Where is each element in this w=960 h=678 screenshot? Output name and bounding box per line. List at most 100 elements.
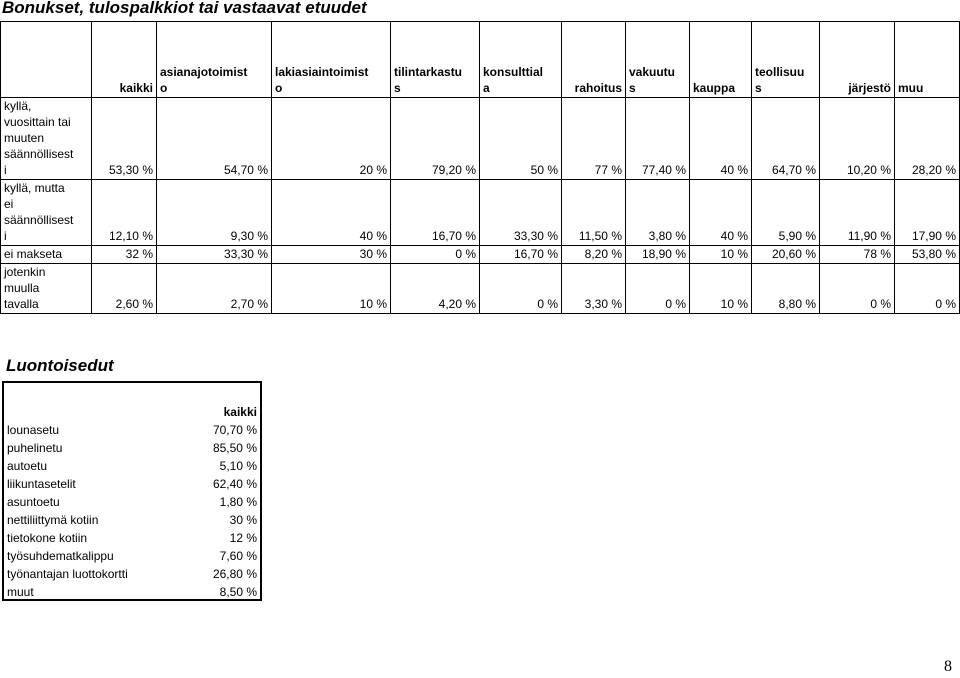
table-cell: 3,30 % — [561, 263, 626, 314]
table-cell: 8,80 % — [751, 263, 820, 314]
benefit-value: 12 % — [177, 527, 262, 545]
page-number: 8 — [944, 658, 952, 675]
benefits-table: kaikki lounasetu 70,70 % puhelinetu 85,50 % a… — [2, 381, 262, 601]
table-cell: 18,90 % — [625, 245, 690, 264]
table-cell: 0 % — [625, 263, 690, 314]
benefits-header-corner — [2, 381, 177, 419]
benefits-row: työnantajan luottokortti 26,80 % — [2, 563, 262, 581]
column-header: muu — [894, 21, 960, 98]
benefits-row: asuntoetu 1,80 % — [2, 491, 262, 509]
row-label: kyllä, mutta ei säännöllisest i — [0, 179, 92, 246]
table-cell: 33,30 % — [156, 245, 272, 264]
column-header: teollisuu s — [751, 21, 820, 98]
table-cell: 78 % — [819, 245, 895, 264]
benefits-row: tietokone kotiin 12 % — [2, 527, 262, 545]
table-cell: 33,30 % — [479, 179, 562, 246]
table-cell: 12,10 % — [91, 179, 157, 246]
table-cell: 50 % — [479, 97, 562, 180]
benefit-label: asuntoetu — [2, 491, 177, 509]
benefit-label: lounasetu — [2, 419, 177, 437]
table-cell: 40 % — [689, 97, 752, 180]
benefits-row: nettiliittymä kotiin 30 % — [2, 509, 262, 527]
benefits-row: työsuhdematkalippu 7,60 % — [2, 545, 262, 563]
table-cell: 0 % — [390, 245, 480, 264]
column-header: konsulttial a — [479, 21, 562, 98]
table-cell: 2,70 % — [156, 263, 272, 314]
table-cell: 3,80 % — [625, 179, 690, 246]
column-header: rahoitus — [561, 21, 626, 98]
column-header: tilintarkastu s — [390, 21, 480, 98]
benefit-value: 5,10 % — [177, 455, 262, 473]
row-label: jotenkin muulla tavalla — [0, 263, 92, 314]
benefit-label: puhelinetu — [2, 437, 177, 455]
benefit-value: 8,50 % — [177, 581, 262, 601]
benefit-value: 7,60 % — [177, 545, 262, 563]
benefit-label: työsuhdematkalippu — [2, 545, 177, 563]
column-header: kauppa — [689, 21, 752, 98]
page-title: Bonukset, tulospalkkiot tai vastaavat et… — [2, 0, 367, 17]
benefit-label: työnantajan luottokortti — [2, 563, 177, 581]
table-cell: 40 % — [689, 179, 752, 246]
table-cell: 2,60 % — [91, 263, 157, 314]
table-cell: 20,60 % — [751, 245, 820, 264]
table-cell: 28,20 % — [894, 97, 960, 180]
benefit-label: nettiliittymä kotiin — [2, 509, 177, 527]
table-cell: 20 % — [271, 97, 391, 180]
column-header: asianajotoimist o — [156, 21, 272, 98]
table-cell: 16,70 % — [479, 245, 562, 264]
table-cell: 5,90 % — [751, 179, 820, 246]
table-cell: 54,70 % — [156, 97, 272, 180]
benefits-row: muut 8,50 % — [2, 581, 262, 601]
benefits-header-row: kaikki — [2, 381, 262, 419]
table-row: kyllä, mutta ei säännöllisest i 12,10 % 9,… — [0, 179, 960, 246]
table-cell: 11,50 % — [561, 179, 626, 246]
table-cell: 32 % — [91, 245, 157, 264]
benefit-label: muut — [2, 581, 177, 601]
benefits-row: autoetu 5,10 % — [2, 455, 262, 473]
table-cell: 77 % — [561, 97, 626, 180]
table-cell: 17,90 % — [894, 179, 960, 246]
table-cell: 8,20 % — [561, 245, 626, 264]
table-cell: 79,20 % — [390, 97, 480, 180]
benefit-value: 1,80 % — [177, 491, 262, 509]
benefits-row: lounasetu 70,70 % — [2, 419, 262, 437]
column-header: vakuutu s — [625, 21, 690, 98]
table-cell: 0 % — [819, 263, 895, 314]
header-corner — [0, 21, 92, 98]
benefit-value: 26,80 % — [177, 563, 262, 581]
benefit-value: 62,40 % — [177, 473, 262, 491]
table-cell: 11,90 % — [819, 179, 895, 246]
table-cell: 16,70 % — [390, 179, 480, 246]
table-cell: 40 % — [271, 179, 391, 246]
row-label: ei makseta — [0, 245, 92, 264]
benefits-title: Luontoisedut — [6, 356, 114, 375]
bonus-table: kaikki asianajotoimist o lakiasiaintoimist… — [0, 21, 960, 314]
table-cell: 53,30 % — [91, 97, 157, 180]
benefits-column-header: kaikki — [177, 381, 262, 419]
column-header: järjestö — [819, 21, 895, 98]
table-row: jotenkin muulla tavalla 2,60 % 2,70 % 10 % 4… — [0, 263, 960, 314]
table-cell: 53,80 % — [894, 245, 960, 264]
table-row: kyllä, vuosittain tai muuten säännöllise… — [0, 97, 960, 180]
benefits-row: puhelinetu 85,50 % — [2, 437, 262, 455]
table-cell: 10 % — [689, 263, 752, 314]
table-cell: 30 % — [271, 245, 391, 264]
row-label: kyllä, vuosittain tai muuten säännöllise… — [0, 97, 92, 180]
benefit-value: 70,70 % — [177, 419, 262, 437]
benefit-label: autoetu — [2, 455, 177, 473]
column-header: kaikki — [91, 21, 157, 98]
benefit-label: tietokone kotiin — [2, 527, 177, 545]
table-cell: 0 % — [479, 263, 562, 314]
column-header: lakiasiaintoimist o — [271, 21, 391, 98]
table-cell: 10,20 % — [819, 97, 895, 180]
benefit-label: liikuntasetelit — [2, 473, 177, 491]
benefit-value: 30 % — [177, 509, 262, 527]
table-cell: 64,70 % — [751, 97, 820, 180]
table-cell: 9,30 % — [156, 179, 272, 246]
table-cell: 77,40 % — [625, 97, 690, 180]
table-cell: 10 % — [271, 263, 391, 314]
table-cell: 0 % — [894, 263, 960, 314]
table-cell: 10 % — [689, 245, 752, 264]
table-row: ei makseta 32 % 33,30 % 30 % 0 % 16,70 % 8,20 … — [0, 245, 960, 264]
table-cell: 4,20 % — [390, 263, 480, 314]
